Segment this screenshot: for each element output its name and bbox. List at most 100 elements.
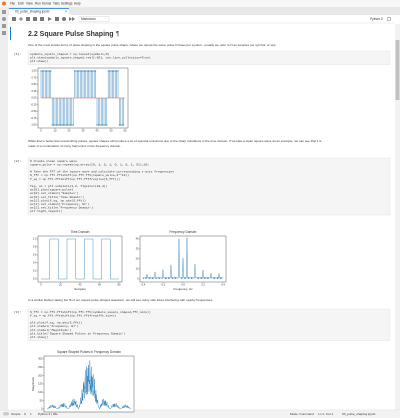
stem-marker <box>72 124 74 126</box>
y-tick-label: -0.75 <box>31 116 37 120</box>
menu-item[interactable]: Edit <box>18 2 24 6</box>
stem-marker <box>93 70 95 72</box>
code-line: plt.plot(f_sq, np.abs(S_fft)) <box>30 321 82 325</box>
cell-type-dropdown[interactable] <box>78 16 110 22</box>
y-tick-label: 0.25 <box>31 89 37 93</box>
stem-marker <box>117 70 119 72</box>
stem-marker <box>103 124 105 126</box>
stem-marker <box>89 70 91 72</box>
commands-icon[interactable] <box>2 24 6 28</box>
menu-item[interactable]: Run <box>35 2 41 6</box>
y-tick-label: 1.0 <box>33 237 37 241</box>
y-tick-label: 0 <box>137 277 139 281</box>
plot-title: Square Shaped Pulses in Frequency Domain <box>57 350 121 354</box>
stem-marker <box>64 124 66 126</box>
stem-marker <box>57 124 59 126</box>
code-line: S_fft = np.fft.fftshift(np.fft.fft(symbo… <box>30 310 151 314</box>
y-tick-label: 30 <box>136 247 139 251</box>
y-tick-label: 200 <box>38 373 43 377</box>
x-tick-label: 60 <box>98 283 101 287</box>
x-tick-label: 0.2 <box>201 283 205 287</box>
code-line: f_sq = np.fft.fftshift(np.fft.fftfreq(ff… <box>30 313 117 317</box>
stem-marker <box>67 124 69 126</box>
menu-item[interactable]: Kernel <box>42 2 52 6</box>
scrollbar-thumb[interactable] <box>395 40 400 100</box>
simple-toggle[interactable] <box>3 412 9 416</box>
paragraph: made of a combination of many harmonics … <box>28 144 121 148</box>
paragraph: One of the most simple forms of pulse sh… <box>28 43 276 47</box>
stem-marker <box>47 70 49 72</box>
plot-title: Time Domain <box>71 230 90 234</box>
y-tick-label: -1.00 <box>31 123 37 127</box>
y-tick-label: 100 <box>38 390 43 394</box>
menu-item[interactable]: Help <box>74 2 81 6</box>
stem-marker <box>109 70 111 72</box>
stem-marker <box>74 70 76 72</box>
running-icon[interactable] <box>2 17 6 21</box>
notebook-tab[interactable] <box>9 8 69 15</box>
kernel-status <box>386 16 392 22</box>
copy-button[interactable] <box>33 17 37 21</box>
spectrum-curve <box>46 360 132 410</box>
paste-button[interactable] <box>40 17 44 21</box>
code-line: plt.show() <box>30 335 48 339</box>
x-tick-label: 0 <box>40 283 42 287</box>
tab-title: 03_pulse_shaping.ipynb <box>15 9 50 13</box>
cell-prompt: [1]: <box>14 52 21 56</box>
stem-marker <box>82 70 84 72</box>
y-tick-label: 150 <box>38 382 43 386</box>
run-button[interactable] <box>48 17 52 21</box>
y-tick-label: 1.00 <box>31 69 37 73</box>
files-icon[interactable] <box>2 10 6 14</box>
active-cell-bar <box>10 27 11 40</box>
stem-marker <box>71 124 73 126</box>
stem-marker <box>55 124 58 126</box>
y-tick-label: 10 <box>136 267 139 271</box>
code-cell-input <box>27 157 391 216</box>
y-tick-label: -0.50 <box>31 109 37 113</box>
menu-item[interactable]: File <box>10 2 15 6</box>
stem-marker <box>76 70 78 72</box>
tabs-icon[interactable] <box>2 31 6 35</box>
menu-item[interactable]: View <box>26 2 34 6</box>
stem-marker <box>113 70 115 72</box>
plot-axes <box>43 355 135 413</box>
stop-button[interactable] <box>55 17 59 21</box>
code-line: plt.xlabel('Frequency, Hz') <box>30 324 79 328</box>
menu-item[interactable]: Tabs <box>53 2 60 6</box>
stem-marker <box>83 70 85 72</box>
stem-marker <box>99 124 101 126</box>
y-tick-label: 250 <box>38 365 43 369</box>
menu-bar <box>0 0 400 7</box>
x-tick-label: 20 <box>59 283 62 287</box>
stem-marker <box>110 70 112 72</box>
x-tick-label: 10 <box>54 129 57 133</box>
code-line: ax[0].plot(square_pulse) <box>30 188 73 192</box>
menu-item[interactable]: Settings <box>61 2 73 6</box>
stem-marker <box>65 124 67 126</box>
stem-marker <box>43 70 45 72</box>
stem-marker <box>111 70 113 72</box>
tab-close[interactable]: × <box>65 9 67 13</box>
y-tick-label: 50 <box>40 398 43 402</box>
stem-marker <box>40 70 42 72</box>
plot-title: Frequency Domain <box>170 230 197 234</box>
restart-run-button[interactable] <box>69 17 72 21</box>
save-button[interactable] <box>12 17 16 21</box>
restart-button[interactable] <box>62 17 66 21</box>
stem-marker <box>69 124 71 126</box>
stem-marker <box>46 70 48 72</box>
heading: 2.2 Square Pulse Shaping <box>28 31 114 38</box>
restart-run-button-2[interactable] <box>72 17 75 21</box>
code-line: ax[0].set_xlabel('Samples') <box>30 191 79 195</box>
logo <box>2 1 6 6</box>
add-button-v[interactable] <box>20 17 22 21</box>
stem-marker <box>95 70 97 72</box>
cut-button[interactable] <box>26 17 30 21</box>
code-line: plt.title('Square Shaped Pulses in Frequ… <box>30 331 126 335</box>
frequency-curve <box>142 237 224 280</box>
y-tick-label: 0.8 <box>33 245 37 249</box>
stem-marker <box>54 124 56 126</box>
stem-marker <box>50 70 52 72</box>
stem-marker <box>48 70 51 72</box>
